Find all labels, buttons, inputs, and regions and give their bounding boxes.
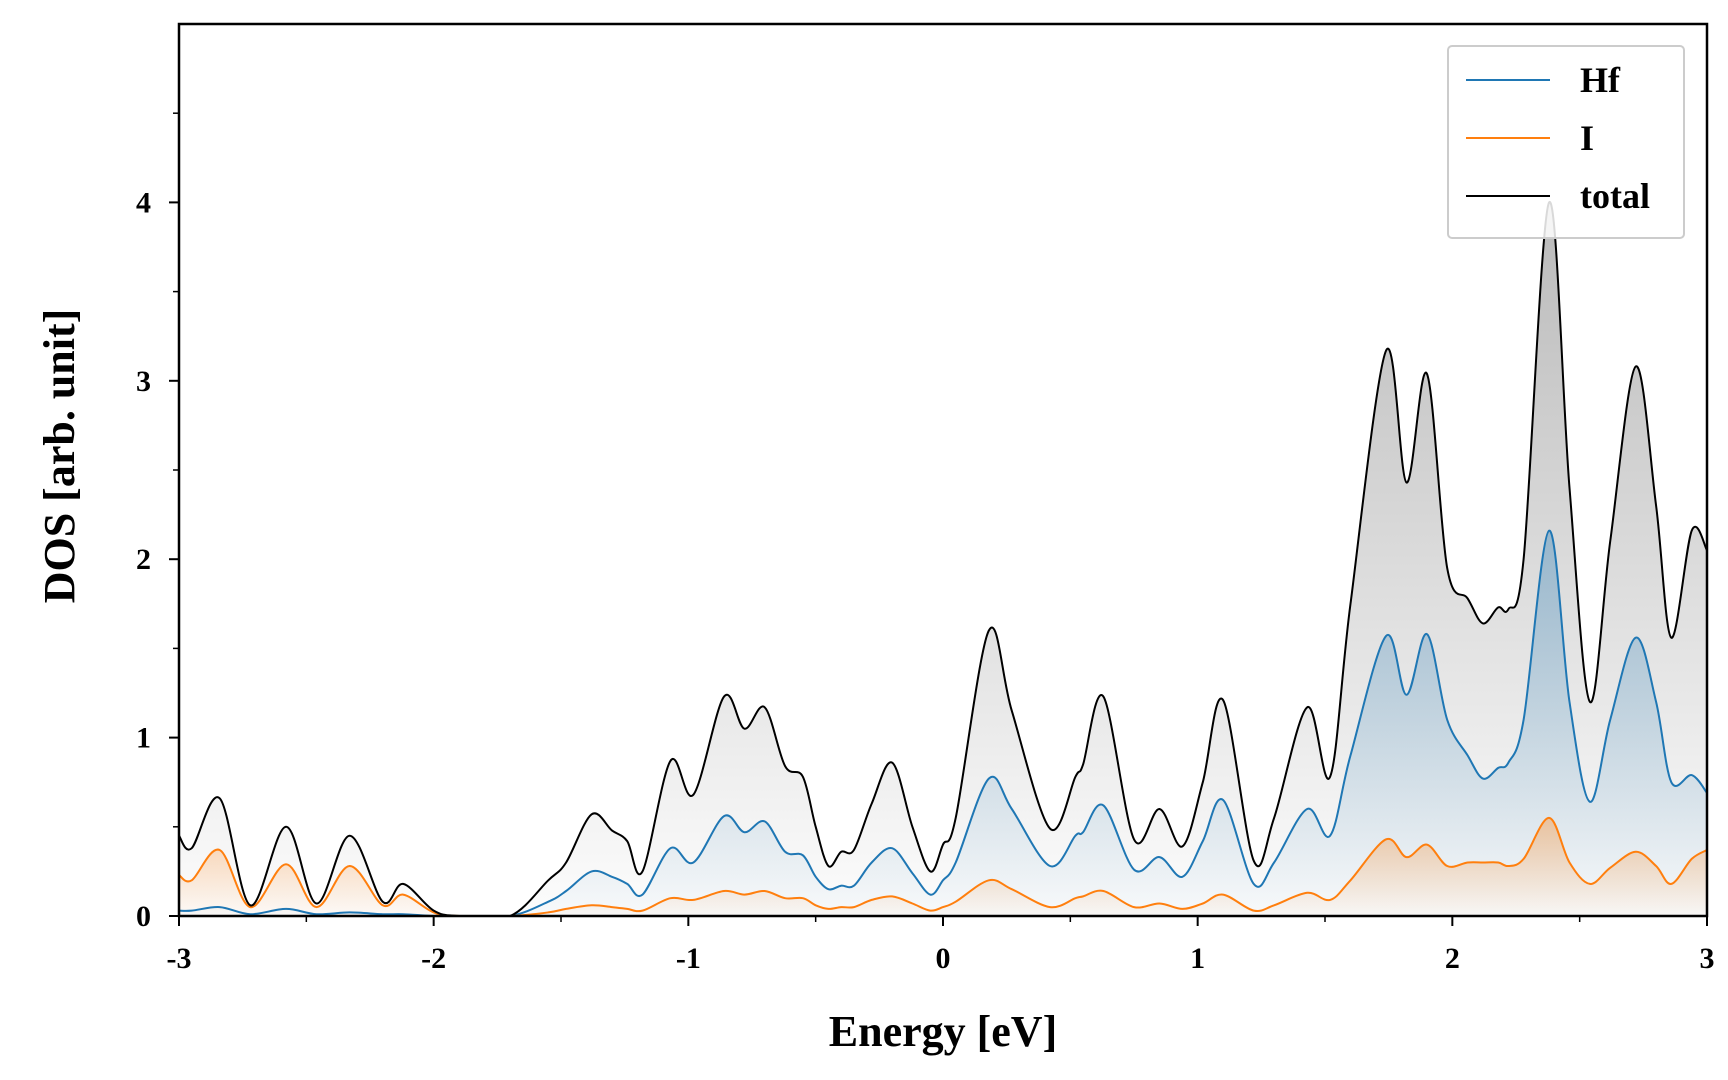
series-fill-i: [179, 817, 1707, 916]
x-tick-label: -1: [676, 942, 701, 975]
series-fills: [179, 201, 1707, 916]
y-axis-label: DOS [arb. unit]: [35, 309, 84, 604]
legend-label-i: I: [1580, 118, 1594, 158]
y-tick-label: 1: [136, 722, 151, 755]
axis-ticks: -3 -2 -1 0 1 2 3 0 1 2 3 4: [136, 112, 1715, 975]
legend-label-total: total: [1580, 176, 1650, 216]
x-tick-label: -3: [167, 942, 192, 975]
y-tick-label: 3: [136, 365, 151, 398]
y-tick-label: 4: [136, 186, 151, 219]
x-tick-label: 0: [936, 942, 951, 975]
x-tick-label: 2: [1445, 942, 1460, 975]
y-tick-label: 0: [136, 900, 151, 933]
series-line-total: [178, 201, 1708, 918]
x-tick-label: -2: [421, 942, 446, 975]
legend-box: [1447, 45, 1685, 239]
x-axis-label: Energy [eV]: [829, 1007, 1058, 1056]
x-tick-label: 1: [1190, 942, 1205, 975]
legend-label-hf: Hf: [1580, 60, 1621, 100]
x-tick-label: 3: [1700, 942, 1715, 975]
series-line-hf: [178, 529, 1708, 918]
y-tick-label: 2: [136, 543, 151, 576]
